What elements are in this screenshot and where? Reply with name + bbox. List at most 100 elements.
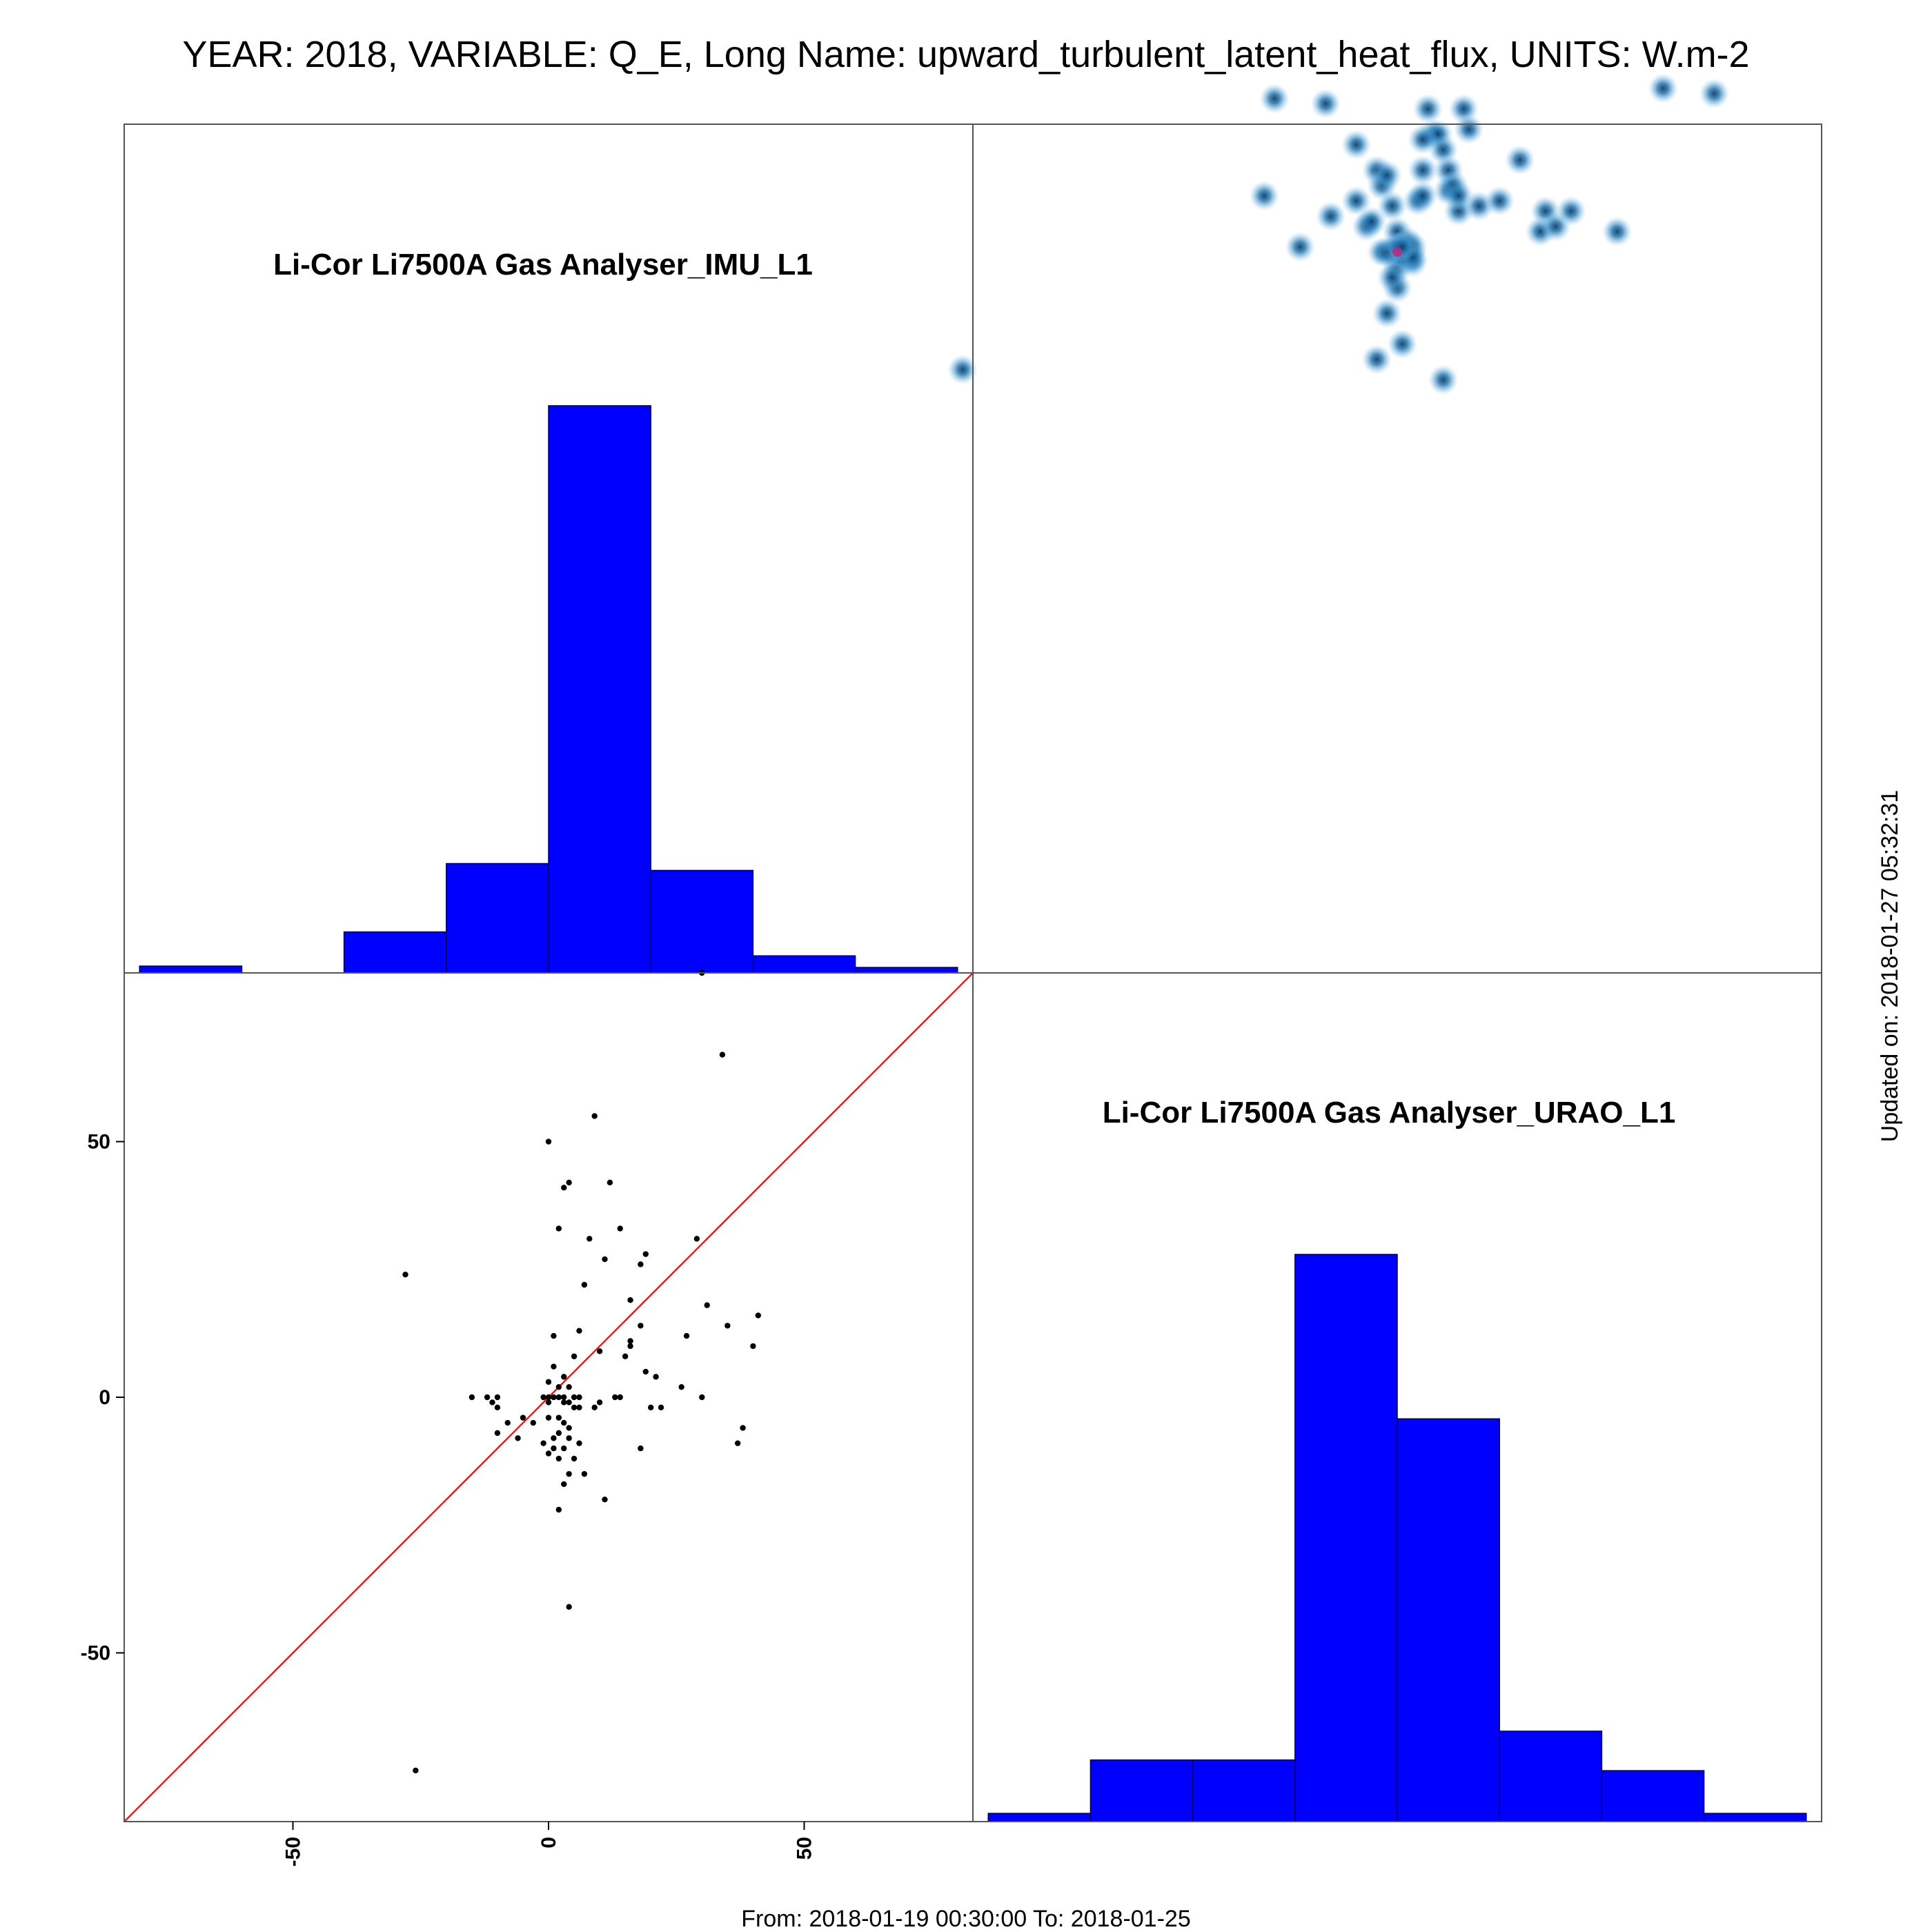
density-blob-41 [1408,124,1439,155]
scatter-point-62 [504,1419,511,1426]
scatter-point-52 [494,1404,501,1411]
hist-imu-bar-2 [343,931,447,974]
scatter-point-39 [469,1394,475,1401]
scatter-point-69 [494,1430,501,1437]
x-tick-label-0: -50 [282,1837,305,1866]
scatter-point-47 [612,1394,618,1401]
scatter-point-87 [561,1481,567,1488]
scatter-point-77 [545,1450,552,1457]
density-blob-18 [1408,180,1439,211]
scatter-point-11 [602,1256,608,1263]
panel-frames [124,124,1822,1822]
density-blob-19 [1408,155,1439,186]
scatter-point-38 [484,1394,491,1401]
y-tick-label-2: 50 [88,1131,110,1154]
scatter-point-89 [566,1604,572,1610]
scatter-point-90 [413,1767,419,1774]
scatter-point-48 [617,1394,623,1401]
scatter-point-22 [576,1328,582,1334]
density-blob-50 [1601,216,1633,247]
scatter-point-85 [581,1470,588,1477]
hist-imu-bar-4 [548,405,651,974]
scatter-point-64 [530,1419,536,1426]
scatter-point-83 [740,1425,746,1431]
scatter-point-75 [551,1445,557,1452]
scatter-point-74 [576,1440,582,1446]
density-blob-57 [947,354,978,385]
x-tick-label-1: 0 [538,1837,560,1849]
panel-hist-imu: Li-Cor Li7500A Gas Analyser_IMU_L1 [139,248,958,974]
scatter-point-50 [699,1394,705,1401]
scatter-point-17 [704,1302,710,1308]
scatter-point-26 [683,1332,690,1339]
panel-hist-urao: Li-Cor Li7500A Gas Analyser_URAO_L1 [987,1096,1807,1822]
y-axis-ticks: -50 0 50 [81,1131,124,1664]
scatter-point-8 [617,1225,623,1232]
panel-scatter [124,969,973,1822]
scatter-point-4 [566,1179,572,1185]
scatter-point-59 [596,1399,603,1406]
scatter-point-81 [638,1445,644,1452]
hist-urao-bar-0 [987,1813,1092,1822]
scatter-point-88 [555,1506,562,1513]
scatter-point-32 [551,1363,557,1370]
updated-label: Updated on: 2018-01-27 05:32:31 [1877,790,1903,1142]
scatter-point-58 [591,1404,598,1411]
scatter-point-73 [566,1435,572,1441]
hist-imu-bar-6 [752,955,856,974]
hist-urao-bar-4 [1397,1418,1500,1822]
scatter-point-86 [602,1496,608,1503]
density-blob-53 [1428,364,1459,395]
density-blob-52 [1699,78,1730,109]
scatter-point-80 [540,1440,546,1446]
scatter-point-57 [576,1404,582,1411]
scatter-point-45 [571,1394,578,1401]
scatter-point-41 [540,1394,546,1401]
density-blob-0 [1259,83,1290,114]
density-blob-56 [1387,328,1418,359]
y-tick-label-0: -50 [81,1642,110,1664]
scatter-point-82 [734,1440,741,1446]
density-blob-8 [1372,160,1403,191]
chart-title: YEAR: 2018, VARIABLE: Q_E, Long Name: up… [182,34,1749,75]
scatter-point-36 [566,1383,572,1390]
scatter-point-30 [642,1368,649,1375]
density-blob-44 [1484,186,1515,217]
scatter-point-72 [555,1430,562,1437]
scatter-point-84 [566,1470,572,1477]
scatter-point-60 [647,1404,654,1411]
hist-imu-bar-5 [650,869,754,974]
density-blob-45 [1504,144,1535,175]
scatter-point-28 [622,1353,629,1359]
x-axis-ticks: -50 0 50 [282,1822,816,1866]
density-blob-59 [1315,201,1346,232]
scatter-point-71 [551,1435,557,1441]
density-blob-51 [1648,73,1679,104]
scatter-point-42 [551,1394,557,1401]
scatter-point-15 [581,1281,588,1288]
density-blob-49 [1555,195,1586,226]
scatter-point-40 [545,1394,552,1401]
density-blob-20 [1412,93,1443,124]
y-tick-label-1: 0 [99,1386,110,1409]
hist-imu-bar-3 [446,862,549,974]
x-tick-label-2: 50 [793,1837,816,1860]
hist-urao-bar-2 [1192,1759,1296,1822]
hist-urao-bar-3 [1294,1254,1398,1822]
scatter-point-35 [555,1383,562,1390]
scatter-point-5 [561,1185,567,1191]
scatter-point-54 [561,1399,567,1406]
hist-urao-bar-5 [1499,1731,1603,1822]
density-blob-3 [1341,129,1372,160]
scatter-point-20 [638,1323,644,1329]
hist-imu-bar-7 [854,967,958,974]
scatter-point-10 [586,1236,593,1242]
scatter-point-9 [693,1236,700,1242]
scatter-point-65 [545,1414,552,1421]
scatter-point-63 [520,1414,526,1421]
scatter-point-66 [555,1414,562,1421]
scatter-point-13 [402,1271,408,1278]
scatter-point-68 [566,1425,572,1431]
scatter-point-19 [724,1323,731,1329]
